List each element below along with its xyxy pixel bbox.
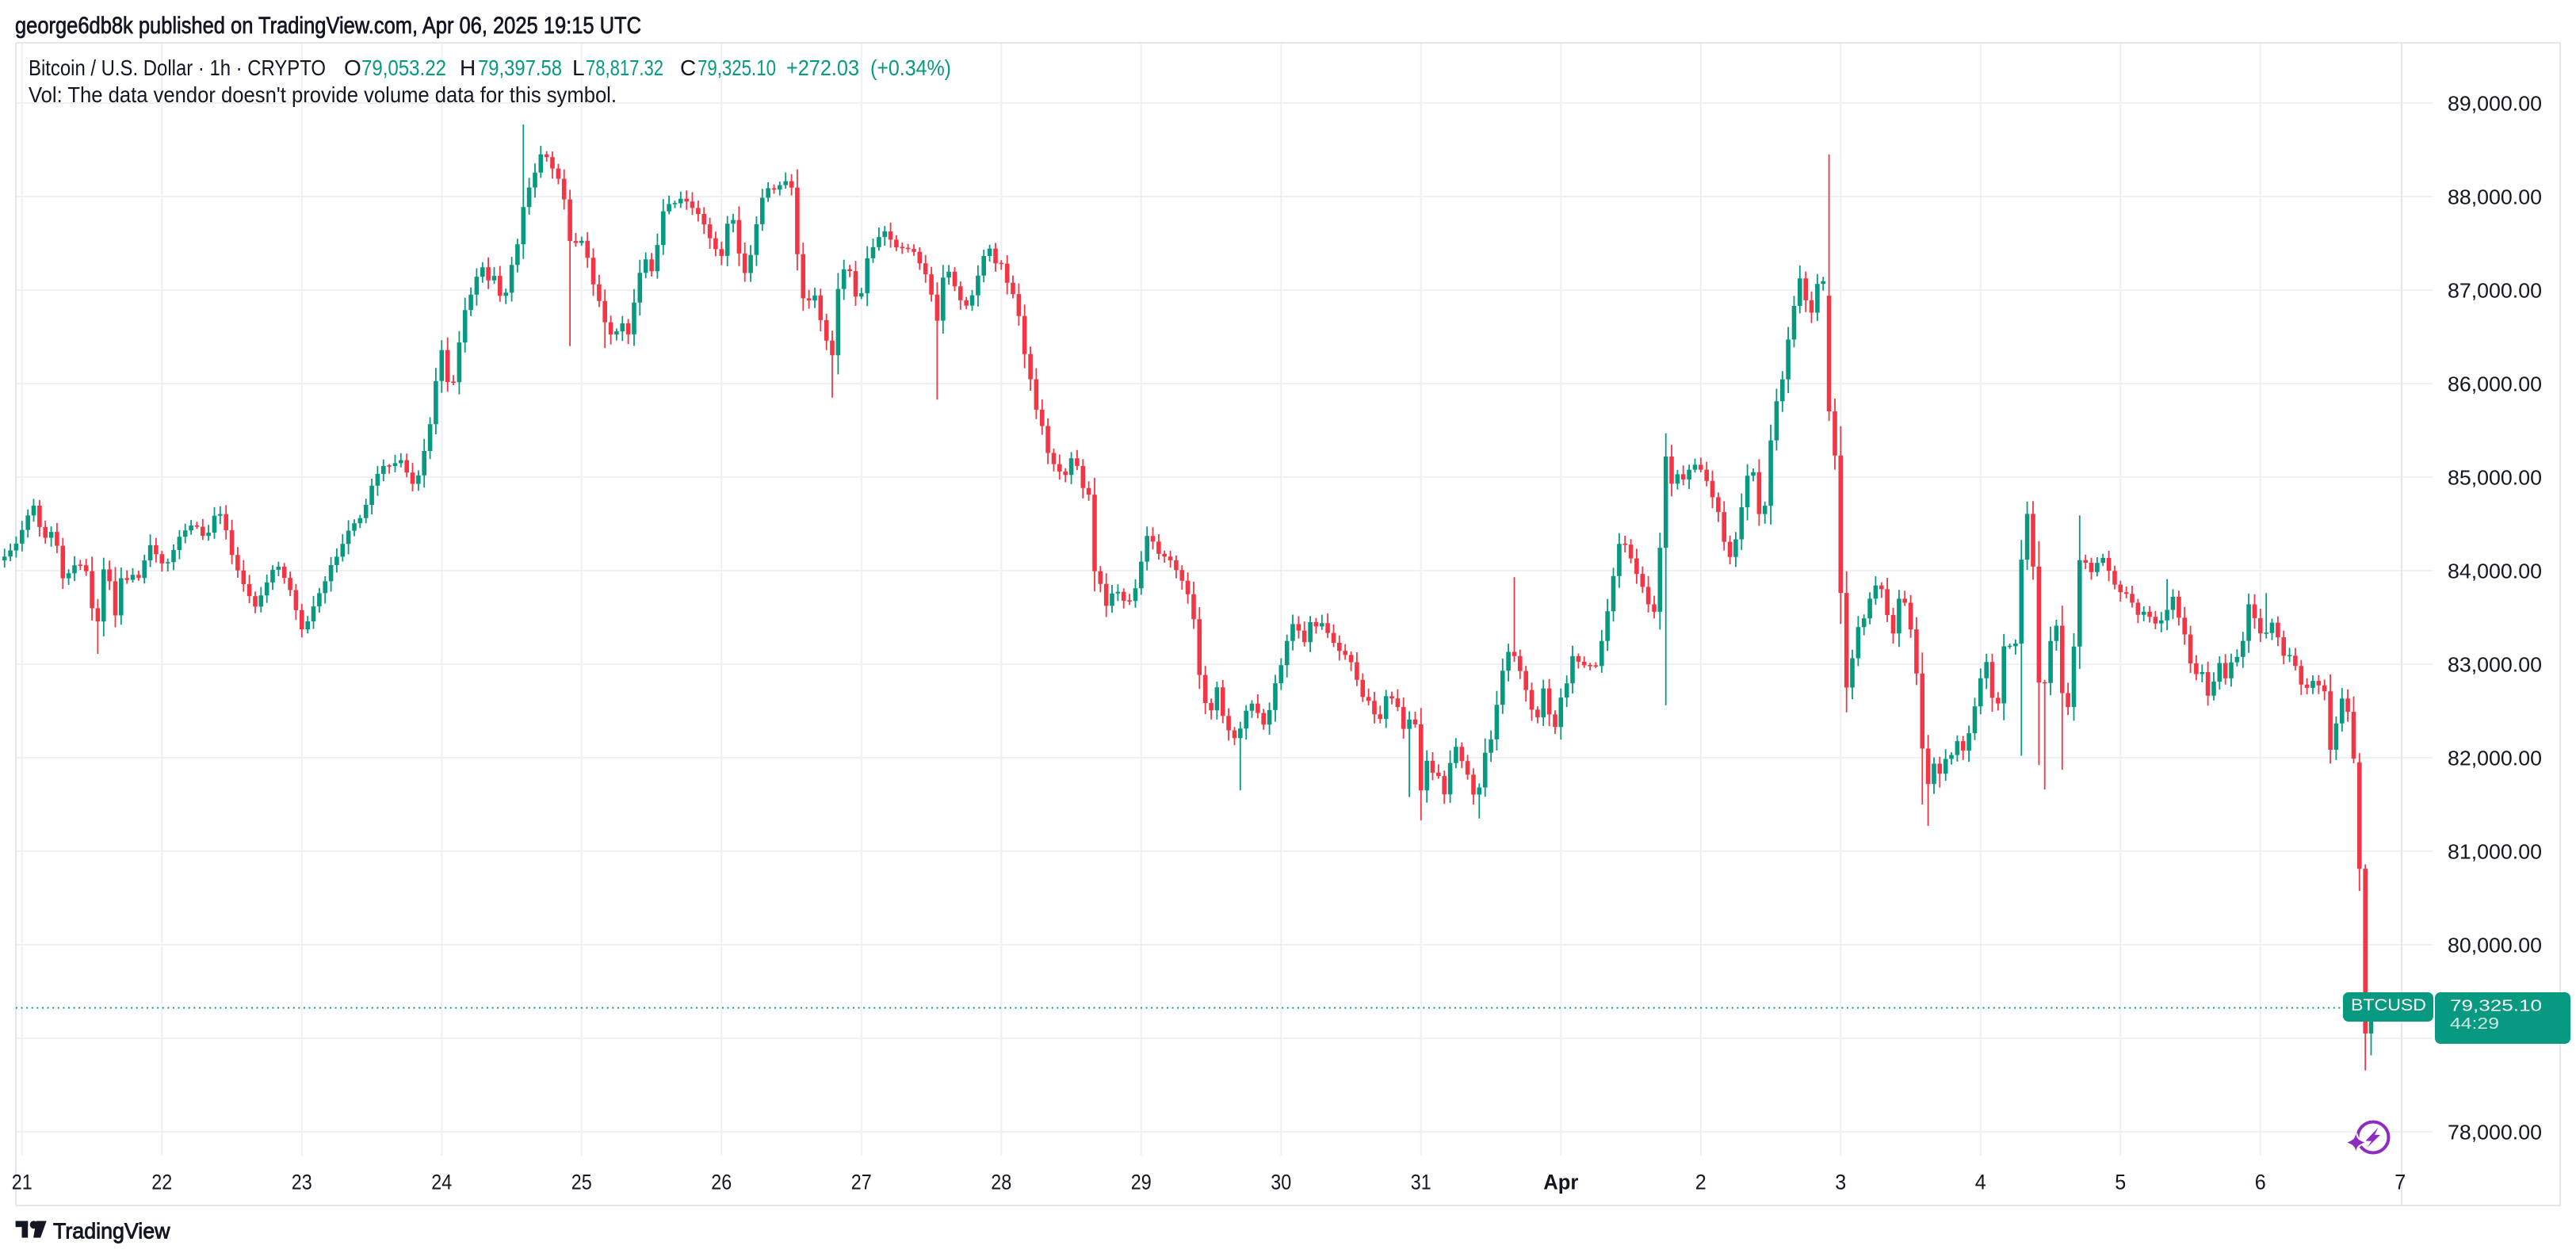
svg-text:86,000.00: 86,000.00 bbox=[2448, 373, 2542, 396]
svg-text:23: 23 bbox=[292, 1171, 312, 1194]
svg-text:30: 30 bbox=[1271, 1171, 1291, 1194]
svg-text:george6db8k published on Tradi: george6db8k published on TradingView.com… bbox=[15, 13, 641, 39]
svg-text:27: 27 bbox=[851, 1171, 872, 1194]
svg-text:5: 5 bbox=[2115, 1171, 2126, 1194]
svg-text:78,000.00: 78,000.00 bbox=[2448, 1121, 2542, 1144]
svg-text:88,000.00: 88,000.00 bbox=[2448, 185, 2542, 209]
svg-text:44:29: 44:29 bbox=[2450, 1015, 2499, 1033]
svg-text:C: C bbox=[680, 55, 696, 80]
svg-text:81,000.00: 81,000.00 bbox=[2448, 840, 2542, 864]
svg-text:28: 28 bbox=[991, 1171, 1011, 1194]
svg-text:7: 7 bbox=[2394, 1171, 2406, 1194]
svg-text:79,325.10: 79,325.10 bbox=[698, 55, 776, 80]
svg-text:25: 25 bbox=[571, 1171, 592, 1194]
svg-text:84,000.00: 84,000.00 bbox=[2448, 560, 2542, 583]
svg-text:89,000.00: 89,000.00 bbox=[2448, 92, 2542, 116]
svg-text:22: 22 bbox=[151, 1171, 172, 1194]
svg-text:79,053.22: 79,053.22 bbox=[361, 55, 446, 80]
svg-text:2: 2 bbox=[1695, 1171, 1707, 1194]
svg-text:(+0.34%): (+0.34%) bbox=[870, 55, 951, 80]
svg-text:Apr: Apr bbox=[1543, 1171, 1578, 1194]
svg-text:79,397.58: 79,397.58 bbox=[478, 55, 562, 80]
svg-text:+272.03: +272.03 bbox=[786, 55, 859, 80]
svg-text:79,325.10: 79,325.10 bbox=[2450, 998, 2542, 1015]
svg-text:TradingView: TradingView bbox=[53, 1219, 170, 1244]
svg-text:BTCUSD: BTCUSD bbox=[2351, 996, 2426, 1014]
svg-text:H: H bbox=[460, 55, 476, 80]
svg-text:87,000.00: 87,000.00 bbox=[2448, 279, 2542, 303]
svg-text:80,000.00: 80,000.00 bbox=[2448, 934, 2542, 957]
svg-text:29: 29 bbox=[1131, 1171, 1152, 1194]
svg-text:21: 21 bbox=[12, 1171, 32, 1194]
svg-text:L: L bbox=[572, 55, 585, 80]
svg-text:82,000.00: 82,000.00 bbox=[2448, 747, 2542, 770]
svg-text:Vol: The data vendor doesn't p: Vol: The data vendor doesn't provide vol… bbox=[29, 82, 617, 107]
svg-text:85,000.00: 85,000.00 bbox=[2448, 466, 2542, 490]
svg-text:O: O bbox=[344, 55, 361, 80]
svg-text:4: 4 bbox=[1975, 1171, 1986, 1194]
svg-text:26: 26 bbox=[711, 1171, 732, 1194]
svg-text:6: 6 bbox=[2255, 1171, 2266, 1194]
svg-text:3: 3 bbox=[1835, 1171, 1846, 1194]
svg-text:Bitcoin / U.S. Dollar · 1h · C: Bitcoin / U.S. Dollar · 1h · CRYPTO bbox=[29, 55, 326, 80]
svg-text:31: 31 bbox=[1411, 1171, 1431, 1194]
svg-text:24: 24 bbox=[431, 1171, 452, 1194]
svg-text:78,817.32: 78,817.32 bbox=[586, 55, 663, 80]
svg-text:83,000.00: 83,000.00 bbox=[2448, 653, 2542, 677]
